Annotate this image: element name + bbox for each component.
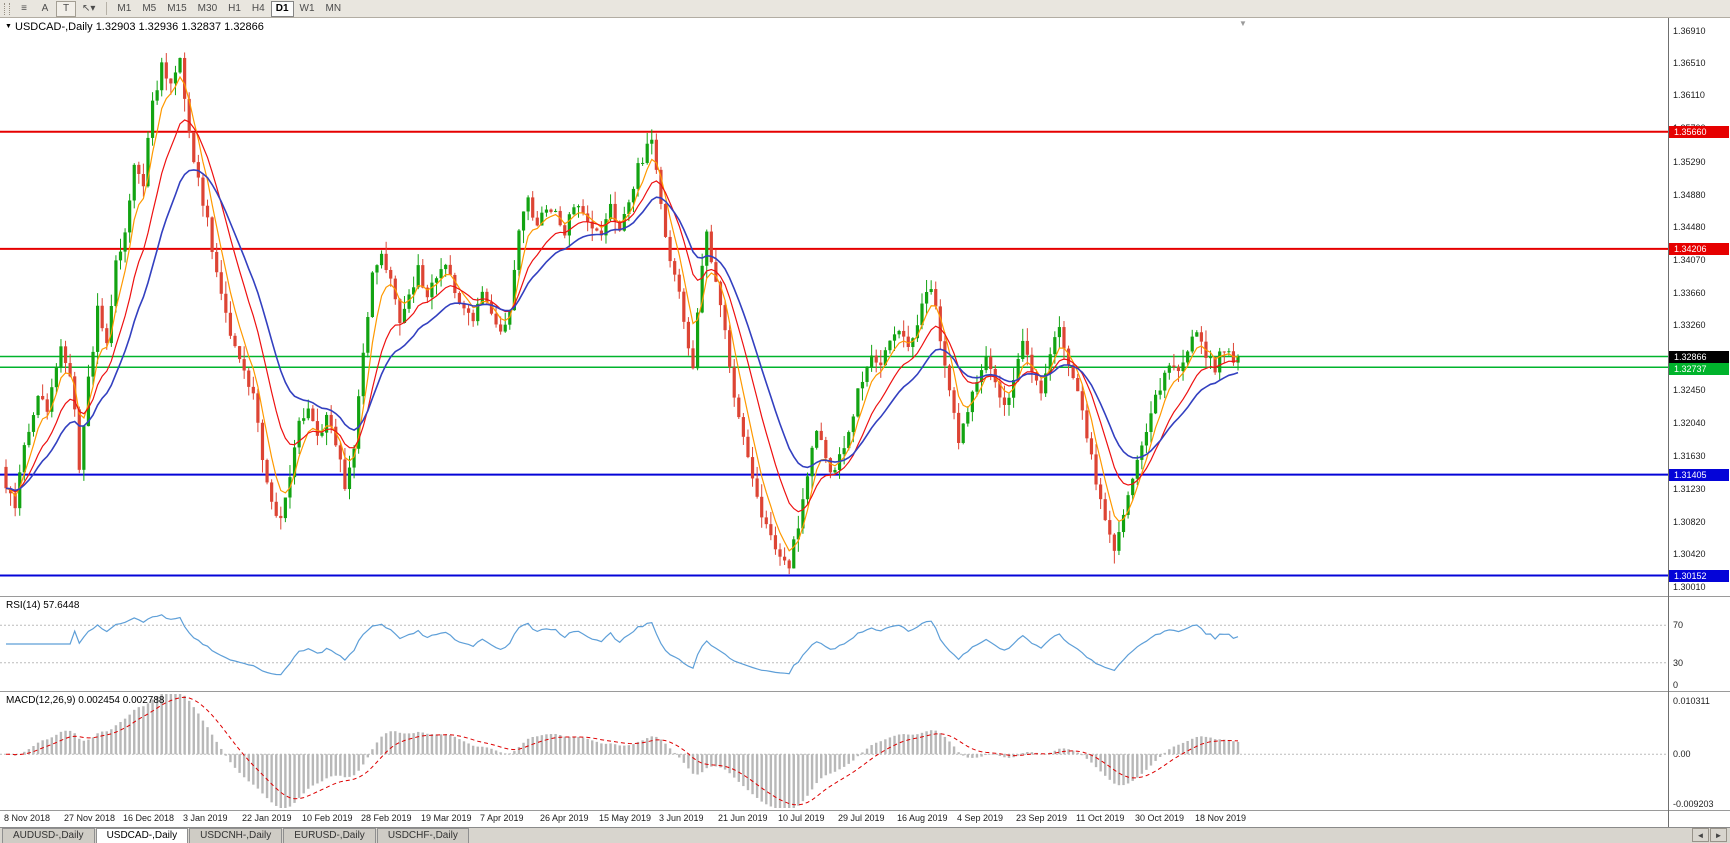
tab-scroll-right-button[interactable]: ► [1710, 828, 1727, 842]
toolbar-drag-handle[interactable] [4, 2, 10, 15]
chart-toolbar: ≡ A T ↖▾ M1 M5 M15 M30 H1 H4 D1 W1 MN [0, 0, 1730, 18]
rsi-axis-label: 70 [1673, 620, 1684, 630]
price-axis-label: 1.34880 [1673, 190, 1706, 200]
price-axis-label: 1.32450 [1673, 385, 1706, 395]
date-label: 23 Sep 2019 [1016, 813, 1068, 823]
chart-tab-audusd[interactable]: AUDUSD-,Daily [2, 828, 95, 843]
chart-tab-eurusd[interactable]: EURUSD-,Daily [283, 828, 376, 843]
timeframe-button-H4[interactable]: H4 [247, 1, 270, 17]
price-badge-1.35660: 1.35660 [1669, 126, 1729, 138]
date-label: 30 Oct 2019 [1135, 813, 1185, 823]
price-axis-label: 1.36110 [1673, 90, 1705, 100]
price-badge-1.31405: 1.31405 [1669, 469, 1729, 481]
chart-tab-bar: AUDUSD-,Daily USDCAD-,Daily USDCNH-,Daily E… [0, 827, 1730, 843]
macd-indicator-label: MACD(12,26,9) 0.002454 0.002788 [6, 695, 165, 706]
ma-slow-line [5, 169, 1239, 492]
date-label: 11 Oct 2019 [1076, 813, 1125, 823]
date-label: 19 Mar 2019 [421, 813, 472, 823]
macd-axis-label: 0.010311 [1673, 696, 1710, 706]
date-label: 3 Jan 2019 [183, 813, 228, 823]
timeframe-button-H1[interactable]: H1 [223, 1, 246, 17]
date-label: 3 Jun 2019 [659, 813, 704, 823]
timeframe-button-M30[interactable]: M30 [193, 1, 222, 17]
macd-signal-line [5, 696, 1239, 806]
macd-axis-label: -0.009203 [1673, 799, 1714, 809]
price-axis-label: 1.33660 [1673, 288, 1706, 298]
price-axis-label: 1.35290 [1673, 157, 1706, 167]
price-axis-label: 1.31230 [1673, 484, 1706, 494]
price-badge-1.32737: 1.32737 [1669, 363, 1729, 375]
timeframe-button-D1[interactable]: D1 [270, 0, 294, 17]
timeframe-button-MN[interactable]: MN [321, 1, 347, 17]
date-label: 7 Apr 2019 [480, 813, 524, 823]
date-label: 8 Nov 2018 [4, 813, 51, 823]
price-badge-1.32866: 1.32866 [1669, 351, 1729, 363]
price-axis-label: 1.34480 [1673, 222, 1706, 232]
price-axis-label: 1.32040 [1673, 418, 1706, 428]
crosshair-dropdown-button[interactable]: ↖▾ [77, 1, 100, 17]
chart-tab-usdchf[interactable]: USDCHF-,Daily [376, 828, 469, 843]
price-axis-label: 1.31630 [1673, 451, 1706, 461]
chart-title: ▼ USDCAD-,Daily 1.32903 1.32936 1.32837 … [5, 21, 264, 33]
price-axis-label: 1.36510 [1673, 58, 1706, 68]
date-label: 16 Dec 2018 [123, 813, 175, 823]
rsi-axis-label: 30 [1673, 658, 1684, 668]
price-badge-1.30152: 1.30152 [1669, 570, 1729, 582]
price-axis-label: 1.30820 [1673, 517, 1706, 527]
date-label: 27 Nov 2018 [64, 813, 116, 823]
date-label: 21 Jun 2019 [718, 813, 768, 823]
date-label: 18 Nov 2019 [1195, 813, 1247, 823]
tab-scroll-left-button[interactable]: ◄ [1692, 828, 1709, 842]
timeframe-button-M1[interactable]: M1 [112, 1, 136, 17]
rsi-axis-label: 0 [1673, 680, 1679, 690]
date-label: 10 Jul 2019 [778, 813, 825, 823]
price-badge-1.34206: 1.34206 [1669, 243, 1729, 255]
price-axis-label: 1.30420 [1673, 549, 1706, 559]
cursor-mode-button[interactable]: A [35, 1, 55, 17]
date-label: 10 Feb 2019 [302, 813, 353, 823]
candlesticks [4, 52, 1240, 575]
price-axis-label: 1.30010 [1673, 582, 1706, 592]
toolbar-separator [106, 2, 108, 15]
timeframe-button-W1[interactable]: W1 [295, 1, 320, 17]
price-axis-label: 1.36910 [1673, 26, 1706, 36]
ma-mid-line [5, 119, 1239, 513]
chart-ohlc-values: 1.32903 1.32936 1.32837 1.32866 [95, 21, 264, 33]
chart-shift-marker-icon[interactable]: ▼ [1239, 19, 1247, 28]
timeframe-button-M5[interactable]: M5 [137, 1, 161, 17]
charts-menu-button[interactable]: ≡ [14, 1, 34, 17]
collapse-triangle-icon: ▼ [5, 23, 12, 30]
price-axis-label: 1.33260 [1673, 320, 1706, 330]
ma-fast-line [5, 75, 1239, 552]
rsi-indicator-label: RSI(14) 57.6448 [6, 600, 80, 611]
text-tool-button[interactable]: T [56, 0, 76, 17]
tab-scroll-buttons: ◄ ► [1692, 828, 1727, 842]
date-label: 15 May 2019 [599, 813, 652, 823]
date-label: 4 Sep 2019 [957, 813, 1004, 823]
date-label: 22 Jan 2019 [242, 813, 292, 823]
date-label: 28 Feb 2019 [361, 813, 412, 823]
timeframe-button-M15[interactable]: M15 [162, 1, 191, 17]
macd-histogram [9, 694, 1240, 808]
date-label: 16 Aug 2019 [897, 813, 948, 823]
date-label: 29 Jul 2019 [838, 813, 885, 823]
price-axis-label: 1.34070 [1673, 255, 1706, 265]
chart-tab-usdcnh[interactable]: USDCNH-,Daily [189, 828, 283, 843]
macd-axis-label: 0.00 [1673, 749, 1691, 759]
rsi-line [6, 614, 1239, 676]
chart-tab-usdcad[interactable]: USDCAD-,Daily [95, 828, 189, 843]
date-label: 26 Apr 2019 [540, 813, 589, 823]
chart-symbol-period: USDCAD-,Daily [15, 21, 93, 33]
